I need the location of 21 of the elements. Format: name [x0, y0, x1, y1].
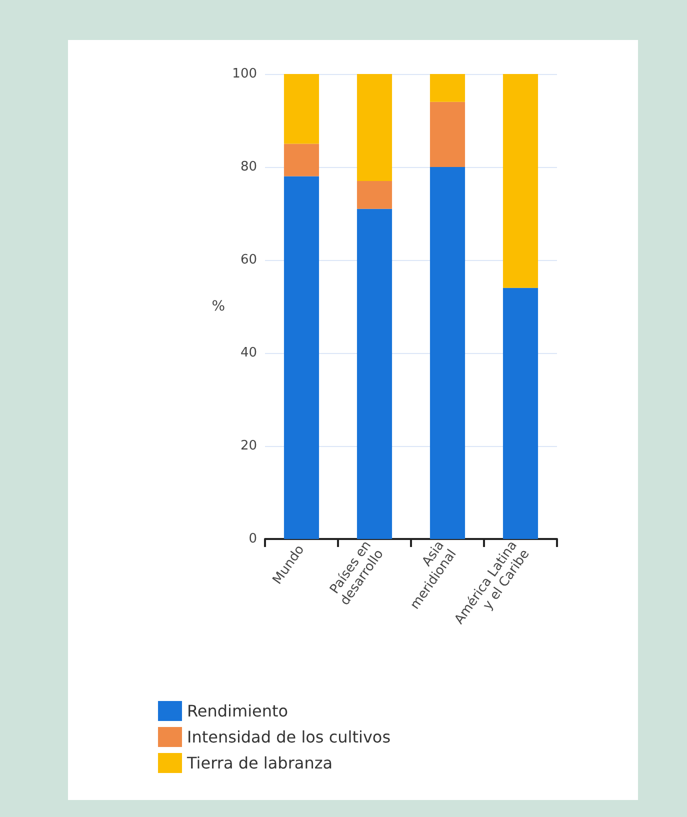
bar	[430, 74, 466, 102]
bar	[502, 288, 538, 539]
bar	[502, 74, 538, 288]
bar	[284, 144, 320, 176]
bar	[284, 74, 320, 144]
y-tick-label: 100	[232, 66, 257, 82]
y-tick-label: 0	[248, 532, 257, 546]
y-tick-label: 80	[240, 160, 257, 174]
bar	[356, 74, 392, 181]
y-axis-title: %	[212, 298, 225, 314]
bar	[356, 208, 392, 539]
y-tick-label: 60	[240, 252, 257, 268]
bar	[430, 167, 466, 539]
legend-label: Intensidad de los cultivos	[187, 728, 391, 746]
y-tick-label: 40	[240, 346, 257, 360]
bar	[430, 102, 466, 167]
y-tick-label: 20	[240, 438, 257, 454]
bar	[356, 180, 392, 209]
bar	[284, 176, 320, 539]
legend-label: Rendimiento	[187, 702, 288, 720]
legend-label: Tierra de labranza	[186, 754, 333, 772]
